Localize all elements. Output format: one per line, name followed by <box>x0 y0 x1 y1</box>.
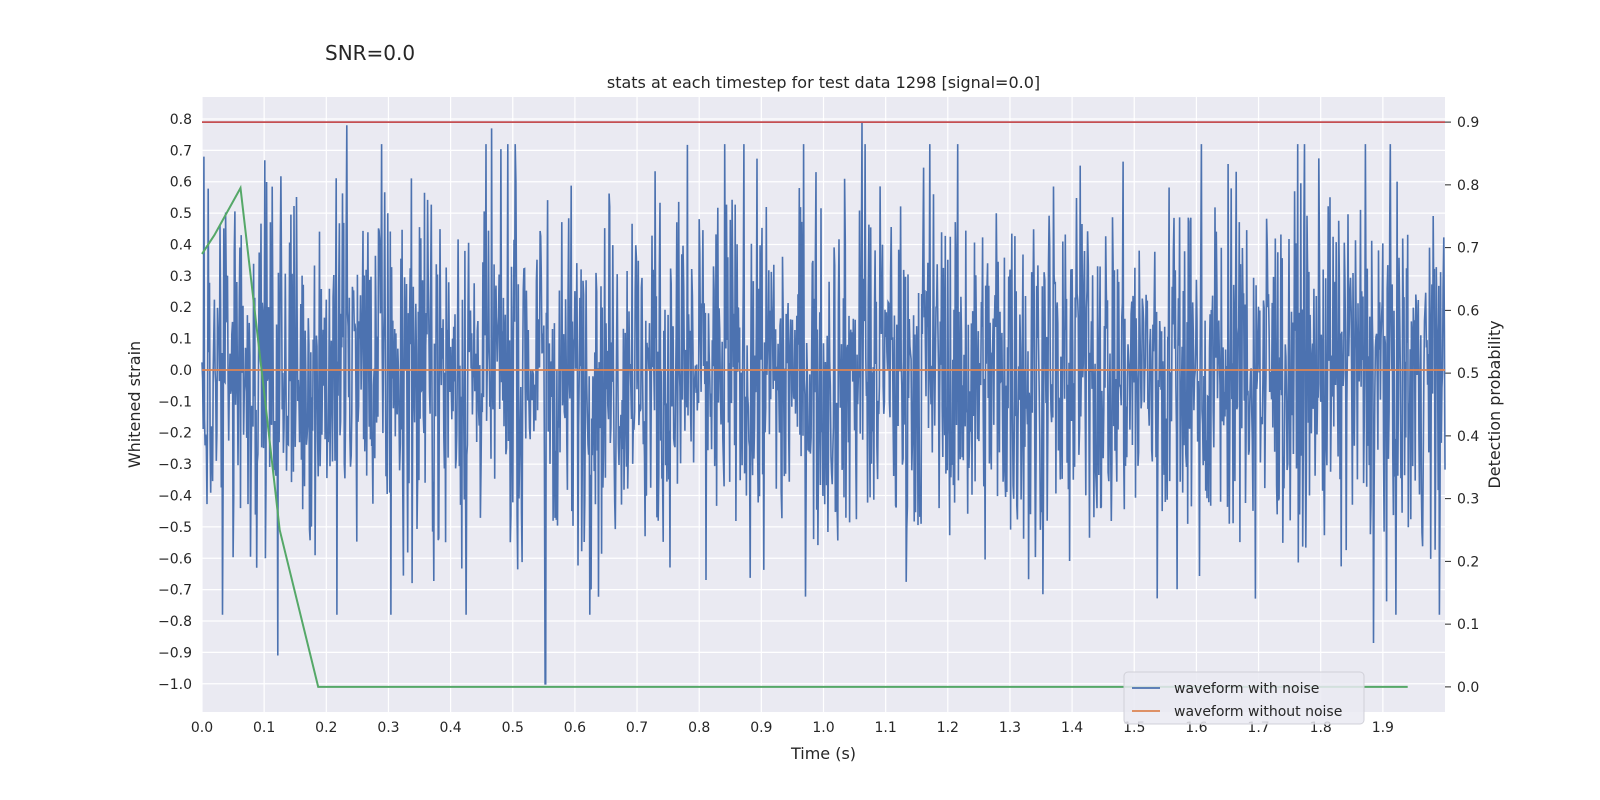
x-tick-label: 1.3 <box>999 720 1021 736</box>
legend-label: waveform without noise <box>1174 704 1342 720</box>
y-tick-label: −0.7 <box>158 583 192 599</box>
y-tick-label: −0.3 <box>158 457 192 473</box>
y-tick-label: −0.6 <box>158 551 192 567</box>
y2-tick-label: 0.7 <box>1457 241 1479 257</box>
y-tick-label: −0.4 <box>158 488 192 504</box>
legend-box <box>1123 671 1365 725</box>
y-axis-label: Whitened strain <box>125 341 144 468</box>
y-tick-label: −0.9 <box>158 645 192 661</box>
x-tick-label: 0.7 <box>626 720 648 736</box>
x-tick-label: 0.0 <box>191 720 213 736</box>
y-tick-label: 0.4 <box>170 237 192 253</box>
x-tick-label: 0.6 <box>564 720 586 736</box>
y2-tick-label: 0.5 <box>1457 366 1479 382</box>
y-tick-label: −0.5 <box>158 520 192 536</box>
y-tick-label: 0.6 <box>170 175 192 191</box>
x-tick-label: 0.1 <box>253 720 275 736</box>
y-tick-label: 0.5 <box>170 206 192 222</box>
y2-tick-label: 0.8 <box>1457 178 1479 194</box>
y2-tick-label: 0.4 <box>1457 429 1479 445</box>
series-line-detection-probability <box>201 184 1408 688</box>
y-tick-label: −0.2 <box>158 426 192 442</box>
y2-tick-label: 0.3 <box>1457 492 1479 508</box>
y-tick-label: −1.0 <box>158 677 192 693</box>
x-tick-label: 1.4 <box>1061 720 1083 736</box>
x-tick-label: 1.2 <box>937 720 959 736</box>
x-tick-label: 0.8 <box>688 720 710 736</box>
y-tick-label: −0.1 <box>158 394 192 410</box>
x-tick-label: 1.0 <box>812 720 834 736</box>
x-tick-label: 1.1 <box>875 720 897 736</box>
y2-tick-label: 0.9 <box>1457 115 1479 131</box>
series-line-waveform-with-noise <box>201 122 1446 685</box>
y-tick-label: 0.0 <box>170 363 192 379</box>
x-tick-label: 0.5 <box>502 720 524 736</box>
y2-tick-label: 0.1 <box>1457 617 1479 633</box>
y-tick-label: 0.8 <box>170 112 192 128</box>
legend-label: waveform with noise <box>1174 681 1319 697</box>
x-tick-label: 0.2 <box>315 720 337 736</box>
y2-tick-label: 0.2 <box>1457 554 1479 570</box>
x-axis-label: Time (s) <box>790 744 856 763</box>
y-tick-label: 0.1 <box>170 332 192 348</box>
y2-axis-label: Detection probability <box>1485 320 1504 488</box>
y2-tick-label: 0.6 <box>1457 303 1479 319</box>
chart-title: stats at each timestep for test data 129… <box>607 73 1040 92</box>
y-tick-label: 0.7 <box>170 143 192 159</box>
x-tick-label: 0.3 <box>377 720 399 736</box>
x-tick-label: 0.4 <box>439 720 461 736</box>
snr-suptitle: SNR=0.0 <box>325 41 416 65</box>
y-tick-label: −0.8 <box>158 614 192 630</box>
x-tick-label: 0.9 <box>750 720 772 736</box>
y-tick-label: 0.2 <box>170 300 192 316</box>
y2-tick-label: 0.0 <box>1457 680 1479 696</box>
y-tick-label: 0.3 <box>170 269 192 285</box>
x-tick-label: 1.9 <box>1372 720 1394 736</box>
